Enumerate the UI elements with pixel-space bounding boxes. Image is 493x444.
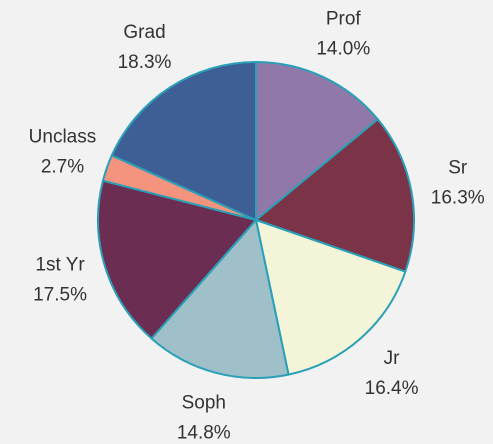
slice-value-label: 16.3% xyxy=(431,188,485,209)
pie-slice xyxy=(255,219,407,376)
slice-label: Unclass xyxy=(29,126,97,147)
slice-label: Soph xyxy=(182,392,226,413)
slice-label: 1st Yr xyxy=(35,254,85,275)
slice-label: Prof xyxy=(326,9,362,30)
pie-slice xyxy=(110,61,257,221)
slice-value-label: 14.0% xyxy=(316,39,370,60)
slice-label: Sr xyxy=(448,158,468,179)
slice-value-label: 16.4% xyxy=(365,378,419,399)
pie-slice xyxy=(150,219,290,379)
slice-value-label: 17.5% xyxy=(33,284,87,305)
pie-slice xyxy=(255,61,379,221)
slice-value-label: 14.8% xyxy=(177,422,231,443)
slice-value-label: 18.3% xyxy=(118,52,172,73)
slice-label: Grad xyxy=(123,22,165,43)
slice-value-label: 2.7% xyxy=(41,156,84,177)
pie-slice xyxy=(97,179,257,340)
slice-label: Jr xyxy=(384,348,401,369)
